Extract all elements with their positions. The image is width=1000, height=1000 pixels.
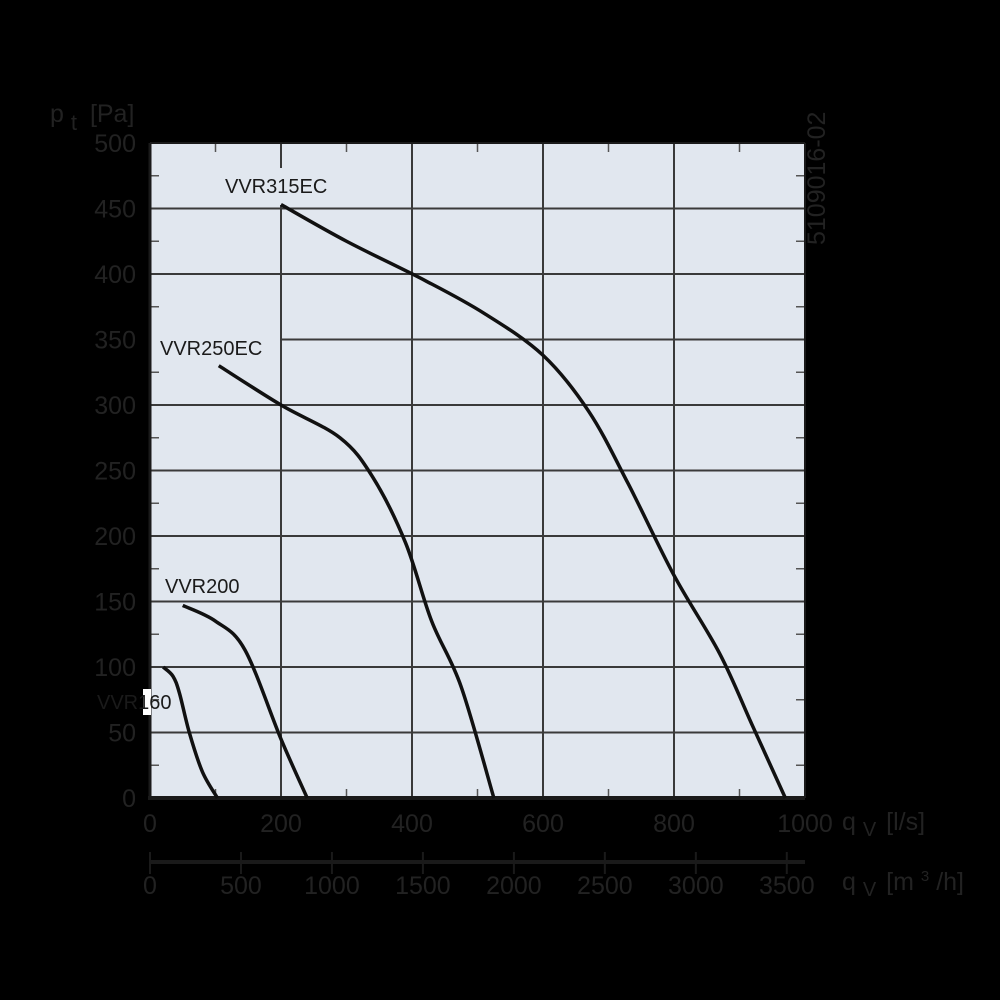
x-axis-subscript: V (863, 819, 877, 841)
y-tick-label: 200 (94, 523, 136, 551)
x-tick-label: 400 (391, 810, 433, 838)
secondary-x-axis: 0 500 1000 1500 2000 2500 3000 3500 (143, 852, 815, 900)
y-tick-label: 350 (94, 327, 136, 355)
x-tick-label: 600 (522, 810, 564, 838)
x2-axis-unit-rest: /h] (936, 868, 964, 896)
y-axis-subscript: t (71, 110, 77, 135)
x2-tick-label: 2500 (577, 872, 633, 900)
x-axis-label: q V [l/s] (842, 808, 925, 842)
drawing-id: 5109016-02 (803, 112, 831, 245)
x-axis-unit: [l/s] (886, 808, 925, 836)
y-axis-tick-labels: 0 50 100 150 200 250 300 350 400 450 500 (94, 130, 136, 813)
x2-axis-label: q V [m 3 /h] (842, 859, 964, 902)
x2-axis-unit-superscript: 3 (921, 868, 929, 885)
y-tick-label: 450 (94, 196, 136, 224)
x-axis-tick-labels: 0 200 400 600 800 1000 (143, 810, 833, 838)
x2-tick-label: 0 (143, 872, 157, 900)
x2-tick-label: 3000 (668, 872, 724, 900)
y-axis-symbol: p (50, 100, 64, 128)
x2-axis-subscript: V (863, 879, 877, 901)
y-tick-label: 500 (94, 130, 136, 158)
x2-tick-label: 500 (220, 872, 262, 900)
curve-vvr160 (161, 665, 219, 799)
x-tick-label: 0 (143, 810, 157, 838)
y-axis-label: p t [Pa] (50, 100, 134, 136)
label-knockout (143, 689, 151, 715)
curve-label-vvr200: VVR200 (165, 576, 240, 598)
y-tick-label: 150 (94, 589, 136, 617)
x-tick-label: 200 (260, 810, 302, 838)
y-axis-unit: [Pa] (90, 100, 134, 128)
x-axis-symbol: q (842, 808, 856, 836)
curve-vvr250ec (217, 364, 496, 799)
y-tick-label: 100 (94, 654, 136, 682)
x-tick-label: 1000 (777, 810, 833, 838)
y-tick-label: 250 (94, 458, 136, 486)
y-tick-label: 50 (108, 720, 136, 748)
x2-axis-symbol: q (842, 868, 856, 896)
curve-label-vvr250ec: VVR250EC (160, 338, 262, 360)
fan-curves (161, 203, 787, 799)
grid-lines (148, 142, 806, 800)
curve-labels: VVR160 VVR200 VVR250EC VVR315EC (97, 176, 327, 715)
x2-tick-label: 1500 (395, 872, 451, 900)
x-tick-label: 800 (653, 810, 695, 838)
curve-label-vvr160: VVR160 (97, 692, 172, 714)
x2-axis-unit: [m (886, 868, 914, 896)
curve-vvr315ec (280, 203, 787, 799)
y-tick-label: 0 (122, 785, 136, 813)
y-tick-label: 400 (94, 261, 136, 289)
x2-tick-label: 3500 (759, 872, 815, 900)
x2-tick-label: 1000 (304, 872, 360, 900)
y-tick-label: 300 (94, 392, 136, 420)
curve-label-vvr315ec: VVR315EC (225, 176, 327, 198)
x2-tick-label: 2000 (486, 872, 542, 900)
curve-vvr200 (181, 603, 309, 799)
